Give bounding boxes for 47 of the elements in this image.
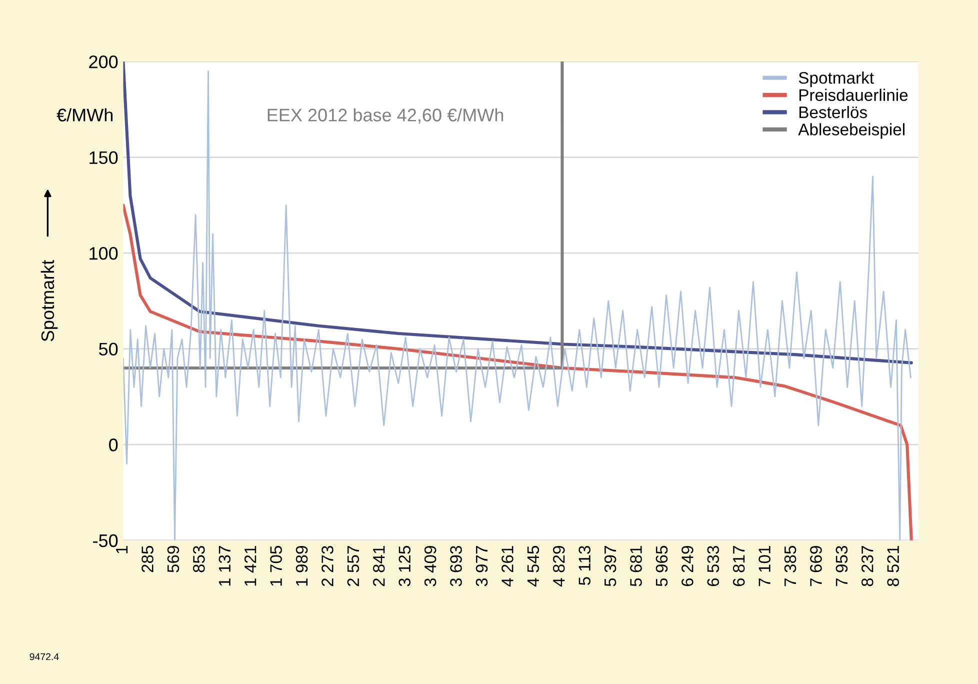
x-tick-label: 3 693 xyxy=(450,546,462,586)
x-tick-label: 2 841 xyxy=(373,546,385,586)
x-tick-label: 5 397 xyxy=(604,546,616,586)
legend-label: Preisdauerlinie xyxy=(799,88,908,102)
x-tick-label: 1 421 xyxy=(244,546,256,586)
x-tick-label: 4 545 xyxy=(527,546,540,587)
y-tick-label: 0 xyxy=(109,438,118,452)
x-tick-label: 1 137 xyxy=(218,546,231,586)
x-tick-label: 285 xyxy=(142,546,154,572)
x-tick-label: 1 989 xyxy=(296,546,308,586)
x-tick-label: 4 829 xyxy=(552,546,565,587)
y-axis-title: Spotmarkt xyxy=(40,260,58,342)
x-tick-label: 5 681 xyxy=(630,546,642,586)
text: €/MWh xyxy=(56,108,113,122)
x-tick-label: 853 xyxy=(193,546,205,572)
x-tick-label: 7 669 xyxy=(810,546,822,586)
x-tick-label: 8 237 xyxy=(861,546,874,586)
y-tick-label: 150 xyxy=(90,151,118,164)
y-tick-label: 200 xyxy=(89,55,118,68)
x-tick-label: 7 385 xyxy=(784,546,796,586)
x-tick-label: 569 xyxy=(167,546,180,572)
x-tick-label: 3 977 xyxy=(476,546,488,586)
annotation: EEX 2012 base 42,60 €/MWh xyxy=(268,108,504,124)
x-tick-label: 8 521 xyxy=(887,546,900,586)
x-tick-label: 6 533 xyxy=(707,546,720,586)
x-tick-label: 6 817 xyxy=(732,546,745,586)
text: 9472.4 xyxy=(30,653,59,660)
x-tick-label: 4 261 xyxy=(502,546,514,587)
x-tick-label: 3 125 xyxy=(398,546,411,586)
line-series xyxy=(123,70,912,540)
y-tick-label: -50 xyxy=(93,534,118,548)
x-tick-label: 5 965 xyxy=(656,546,668,586)
legend-label: Besterlös xyxy=(799,106,867,118)
x-tick-label: 5 113 xyxy=(578,546,590,586)
x-tick-label: 1 705 xyxy=(270,546,282,586)
x-tick-label: 7 953 xyxy=(836,546,848,586)
y-tick-label: 50 xyxy=(99,342,118,356)
x-tick-label: 1 xyxy=(116,546,128,554)
legend-label: Ablesebeispiel xyxy=(798,123,904,139)
x-tick-label: 6 249 xyxy=(682,546,694,586)
x-tick-label: 3 409 xyxy=(424,546,436,586)
x-tick-label: 2 557 xyxy=(347,546,360,586)
y-tick-label: 100 xyxy=(90,247,118,260)
x-tick-label: 7 101 xyxy=(758,546,770,586)
line-series xyxy=(123,62,913,364)
x-tick-label: 2 273 xyxy=(322,546,334,586)
legend-label: Spotmarkt xyxy=(798,72,874,88)
